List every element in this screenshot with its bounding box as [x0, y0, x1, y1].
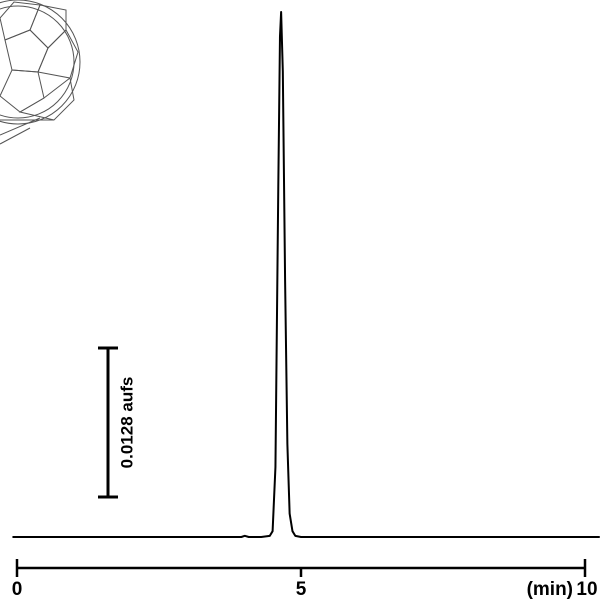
x-tick-label: 5 [296, 579, 307, 600]
x-tick-label: 10 [576, 579, 597, 600]
x-tick-label: 0 [12, 579, 23, 600]
chromatogram-trace [12, 10, 600, 538]
x-axis-unit: (min) [527, 579, 573, 600]
fullerene-icon [0, 0, 81, 145]
scale-bar-label: 0.0128 aufs [117, 377, 136, 469]
